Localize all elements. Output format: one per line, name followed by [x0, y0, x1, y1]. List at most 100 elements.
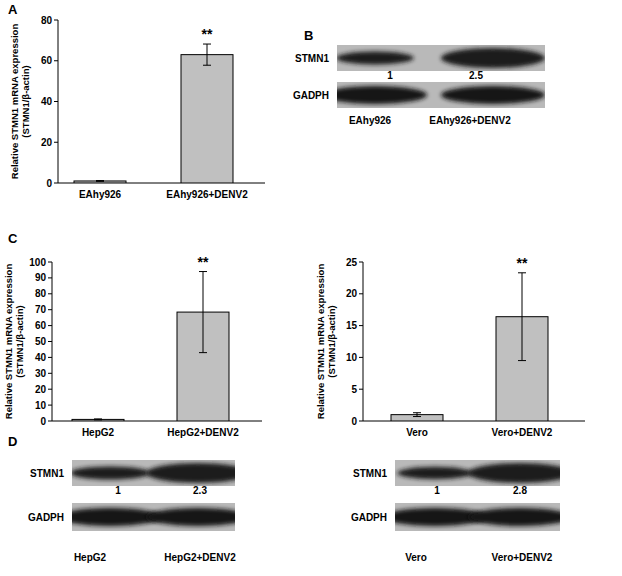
- gapdh-band: [468, 508, 572, 526]
- y-label-line: (STMN1/β-actin): [20, 65, 31, 137]
- figure: A B C D 0 20 40 60 80 Relative STMN1 mRNA express…: [0, 0, 622, 576]
- lane-label: EAhy926: [349, 115, 392, 126]
- y-tick: [48, 389, 52, 390]
- y-tick-label: 50: [35, 336, 47, 347]
- error-bar: [203, 44, 211, 65]
- error-bar: [413, 413, 421, 417]
- stmn1-band: [70, 466, 149, 479]
- blot-strip: [337, 45, 545, 71]
- y-tick-label: 60: [35, 320, 47, 331]
- blot-row-label: GADPH: [351, 512, 387, 523]
- y-tick: [54, 60, 58, 61]
- lane-label: HepG2: [74, 552, 107, 563]
- band-ratio: 1: [387, 70, 393, 81]
- band-ratio: 2.8: [513, 485, 527, 496]
- panel-label: C: [8, 231, 18, 246]
- y-tick: [48, 405, 52, 406]
- band-ratio: 2.3: [193, 485, 207, 496]
- y-tick: [48, 262, 52, 263]
- y-label-line: (STMN1/β-actin): [326, 305, 337, 377]
- y-tick: [54, 142, 58, 143]
- y-axis: [363, 262, 364, 421]
- band-ratio: 1: [434, 485, 440, 496]
- y-label-line: (STMN1/β-actin): [14, 305, 25, 377]
- y-tick: [359, 293, 363, 294]
- lane-label: EAhy926+DENV2: [429, 115, 511, 126]
- y-tick-label: 0: [46, 178, 52, 189]
- significance: **: [202, 26, 213, 42]
- stmn1-band: [468, 463, 572, 483]
- y-tick: [54, 183, 58, 184]
- error-bar: [96, 180, 104, 182]
- y-tick: [48, 293, 52, 294]
- y-tick: [54, 101, 58, 102]
- blot-row-label: GADPH: [28, 512, 64, 523]
- y-label: Relative STMN1 mRNA expression(STMN1/β-a…: [315, 264, 337, 420]
- error-bar: [518, 273, 526, 361]
- band-ratio: 1: [115, 485, 121, 496]
- x-tick-label: EAhy926: [79, 189, 122, 200]
- bar-chart: 0102030405060708090100Relative STMN1 mRN…: [3, 254, 262, 438]
- y-tick-label: 80: [35, 288, 47, 299]
- y-label-line: Relative STMN1 mRNA expression: [315, 264, 326, 420]
- y-tick-label: 70: [35, 304, 47, 315]
- y-tick: [48, 325, 52, 326]
- y-tick: [48, 341, 52, 342]
- y-label-line: Relative STMN1 mRNA expression: [9, 24, 20, 180]
- significance: **: [198, 254, 209, 270]
- band-ratio: 2.5: [469, 70, 483, 81]
- blot-row-label: STMN1: [30, 468, 64, 479]
- x-tick-label: EAhy926+DENV2: [166, 189, 248, 200]
- bars: [74, 44, 233, 183]
- bands: [323, 48, 545, 104]
- y-tick-label: 90: [35, 272, 47, 283]
- significance: **: [517, 255, 528, 271]
- y-tick-label: 15: [346, 320, 358, 331]
- y-tick: [359, 389, 363, 390]
- y-tick-label: 5: [351, 384, 357, 395]
- x-tick-label: HepG2: [82, 427, 115, 438]
- y-tick: [48, 277, 52, 278]
- y-tick-label: 40: [41, 96, 53, 107]
- x-tick-label: Vero+DENV2: [492, 427, 553, 438]
- y-tick: [48, 309, 52, 310]
- bars: [72, 272, 229, 421]
- error-bar: [199, 272, 207, 353]
- y-tick-label: 0: [351, 416, 357, 427]
- lane-label: HepG2+DENV2: [164, 552, 236, 563]
- y-tick: [48, 421, 52, 422]
- bands: [58, 463, 250, 526]
- stmn1-band: [146, 463, 250, 483]
- stmn1-band: [397, 467, 473, 479]
- y-tick: [48, 373, 52, 374]
- bar-chart: 020406080Relative STMN1 mRNA expression(…: [9, 15, 265, 201]
- y-tick-label: 40: [35, 352, 47, 363]
- y-tick: [54, 20, 58, 21]
- y-tick-label: 0: [40, 416, 46, 427]
- lane-label: Vero+DENV2: [492, 552, 553, 563]
- western-blot: STMN1 GADPH 1 HepG2 2.3 HepG2+DENV2: [28, 460, 250, 563]
- bar: [74, 181, 126, 183]
- x-tick-label: Vero: [406, 427, 428, 438]
- panel-label: B: [304, 28, 313, 43]
- error-bar: [94, 418, 102, 420]
- lane-label: Vero: [405, 552, 427, 563]
- y-tick: [359, 357, 363, 358]
- blot-row-label: STMN1: [353, 468, 387, 479]
- y-tick: [359, 262, 363, 263]
- western-blot: STMN1 GADPH 1 Vero 2.8 Vero+DENV2: [351, 460, 572, 563]
- panel-label: D: [8, 434, 17, 449]
- y-tick-label: 80: [41, 15, 53, 26]
- y-tick: [48, 357, 52, 358]
- western-blot: STMN1GADPH1EAhy9262.5EAhy926+DENV2: [293, 45, 545, 126]
- gapdh-band: [323, 86, 427, 104]
- bar-chart: 0510152025Relative STMN1 mRNA expression…: [315, 255, 585, 438]
- y-label-line: Relative STMN1 mRNA expression: [3, 264, 14, 420]
- y-label: Relative STMN1 mRNA expression(STMN1/β-a…: [9, 24, 31, 180]
- bar: [181, 55, 233, 183]
- bar: [72, 419, 124, 421]
- bars: [391, 273, 548, 421]
- panel-label: A: [8, 2, 18, 17]
- y-tick-label: 20: [35, 384, 47, 395]
- y-tick: [359, 325, 363, 326]
